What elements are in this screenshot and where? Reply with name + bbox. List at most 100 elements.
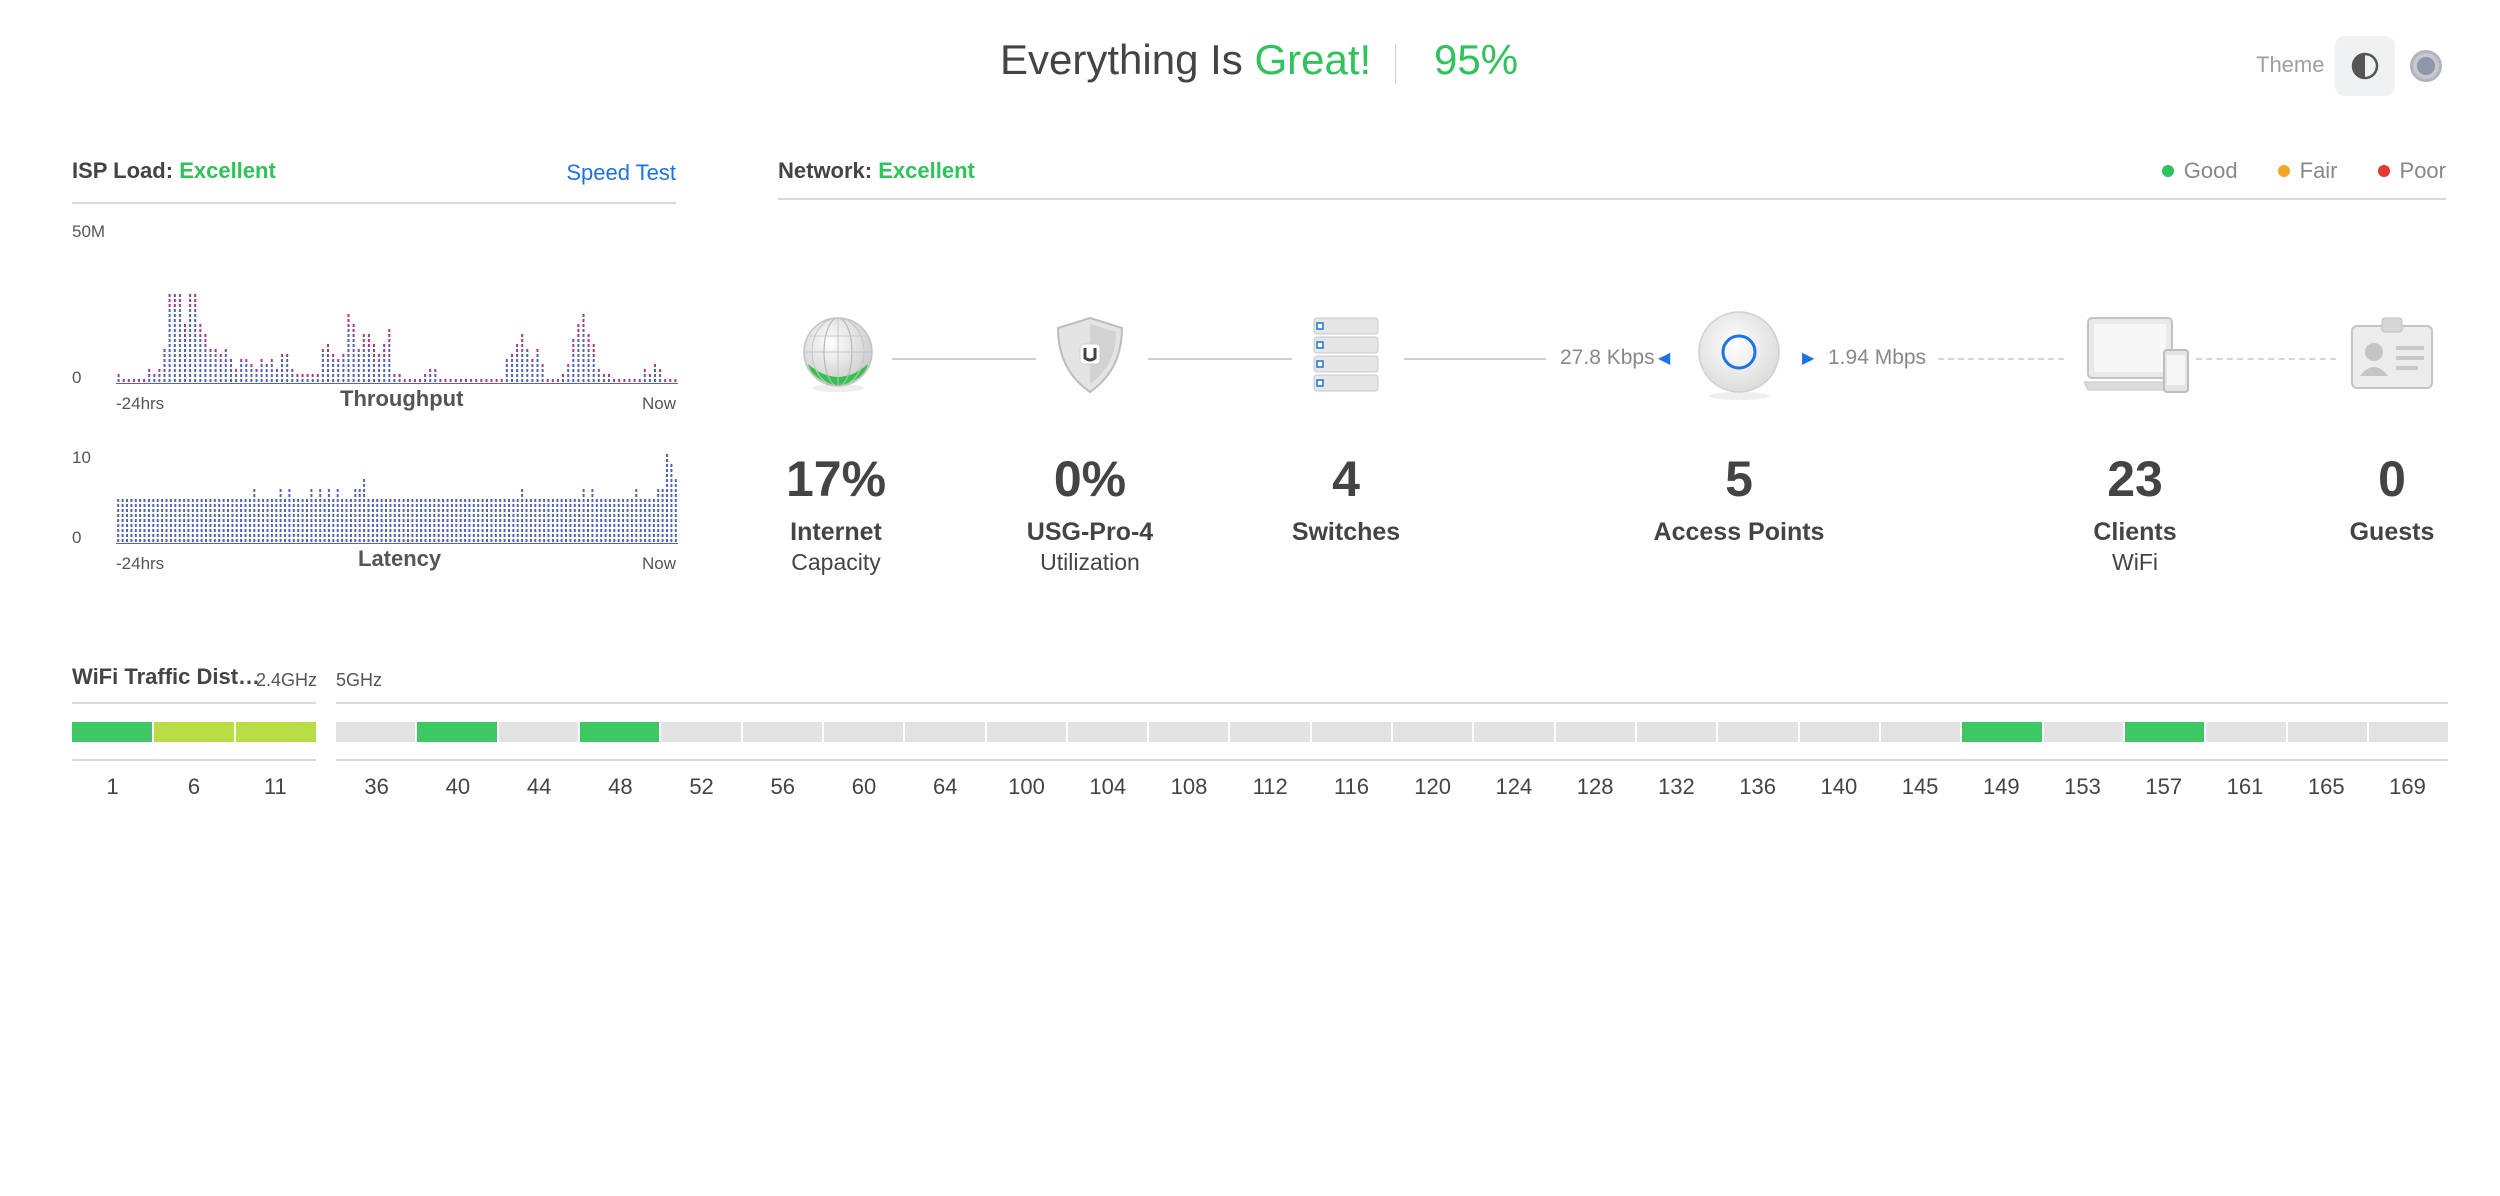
throughput-bar bbox=[245, 359, 248, 382]
channel-bar-5-104[interactable] bbox=[1067, 722, 1148, 742]
channel-bar-5-153[interactable] bbox=[2043, 722, 2123, 742]
channel-bar-24-11[interactable] bbox=[236, 722, 316, 742]
stat-clients-value: 23 bbox=[2107, 451, 2163, 507]
latency-bar bbox=[288, 489, 291, 542]
throughput-bar bbox=[413, 379, 416, 382]
globe-icon[interactable] bbox=[798, 314, 878, 394]
throughput-bar bbox=[398, 374, 401, 382]
latency-bar bbox=[345, 499, 348, 542]
channel-bar-5-161[interactable] bbox=[2206, 722, 2286, 742]
stat-guests-value: 0 bbox=[2378, 451, 2406, 507]
channel-label-5-60: 60 bbox=[851, 774, 877, 799]
channel-label-5-112: 112 bbox=[1252, 774, 1288, 799]
stat-clients[interactable]: 23 Clients WiFi bbox=[2015, 450, 2255, 576]
throughput-bar bbox=[613, 379, 616, 382]
latency-bar bbox=[512, 499, 515, 542]
link-ap-clients bbox=[1938, 358, 2064, 360]
stat-gateway[interactable]: 0% USG-Pro-4 Utilization bbox=[970, 450, 1210, 576]
channel-bar-5-56[interactable] bbox=[742, 722, 822, 742]
channel-label-5-161: 161 bbox=[2226, 774, 2264, 799]
channel-bar-5-108[interactable] bbox=[1149, 722, 1229, 742]
latency-bar bbox=[508, 499, 510, 542]
latency-bar bbox=[231, 499, 234, 542]
throughput-bar bbox=[623, 379, 626, 382]
latency-bar bbox=[604, 499, 607, 542]
latency-bar bbox=[213, 499, 216, 542]
channel-bar-5-44[interactable] bbox=[498, 722, 578, 742]
channel-label-5-116: 116 bbox=[1333, 774, 1369, 799]
guest-badge-icon[interactable] bbox=[2348, 316, 2436, 394]
latency-bar bbox=[521, 489, 524, 542]
switch-stack-icon[interactable] bbox=[1308, 316, 1384, 396]
channel-bar-5-140[interactable] bbox=[1799, 722, 1879, 742]
throughput-bar bbox=[567, 364, 570, 382]
throughput-bar bbox=[546, 379, 549, 382]
channel-bar-5-149[interactable] bbox=[1962, 722, 2042, 742]
access-point-icon[interactable] bbox=[1694, 310, 1784, 402]
latency-bar bbox=[117, 499, 120, 542]
latency-bar bbox=[169, 499, 172, 542]
channel-bar-5-60[interactable] bbox=[823, 722, 904, 742]
stat-access-points[interactable]: 5 Access Points bbox=[1619, 450, 1859, 547]
channel-bar-5-124[interactable] bbox=[1474, 722, 1554, 742]
channel-bar-5-145[interactable] bbox=[1880, 722, 1961, 742]
throughput-bar bbox=[485, 379, 488, 382]
channel-bar-5-40[interactable] bbox=[417, 722, 497, 742]
speed-test-link[interactable]: Speed Test bbox=[566, 160, 676, 185]
channel-bar-5-120[interactable] bbox=[1393, 722, 1473, 742]
stat-internet[interactable]: 17% Internet Capacity bbox=[716, 450, 956, 576]
latency-bar bbox=[126, 499, 128, 542]
contrast-icon bbox=[2351, 52, 2379, 80]
channel-bar-5-116[interactable] bbox=[1311, 722, 1392, 742]
channel-bar-5-52[interactable] bbox=[661, 722, 741, 742]
throughput-bar bbox=[357, 349, 360, 382]
ap-client-rate: 1.94 Mbps bbox=[1828, 346, 1927, 369]
stat-guests[interactable]: 0 Guests bbox=[2272, 450, 2500, 547]
throughput-bar bbox=[260, 359, 263, 382]
throughput-bar bbox=[403, 379, 406, 382]
stat-switches[interactable]: 4 Switches bbox=[1226, 450, 1466, 547]
latency-bar bbox=[595, 499, 598, 542]
channel-bar-5-100[interactable] bbox=[986, 722, 1066, 742]
channel-bar-5-169[interactable] bbox=[2368, 722, 2449, 742]
theme-toggle-button[interactable] bbox=[2335, 36, 2395, 96]
channel-bar-24-6[interactable] bbox=[154, 722, 234, 742]
channel-label-5-149: 149 bbox=[1982, 774, 2020, 799]
channel-label-5-157: 157 bbox=[2145, 774, 2183, 799]
channel-bar-5-36[interactable] bbox=[336, 722, 416, 742]
latency-bar bbox=[670, 464, 673, 542]
channel-bar-5-136[interactable] bbox=[1718, 722, 1798, 742]
latency-bar bbox=[393, 499, 396, 542]
throughput-bar bbox=[265, 364, 268, 382]
stat-clients-label: Clients bbox=[2093, 518, 2177, 546]
latency-bar bbox=[200, 499, 203, 542]
latency-bar bbox=[486, 499, 488, 542]
channel-bar-5-48[interactable] bbox=[579, 722, 660, 742]
shield-icon[interactable] bbox=[1052, 314, 1128, 396]
channel-bar-5-132[interactable] bbox=[1637, 722, 1717, 742]
latency-bar bbox=[310, 489, 313, 542]
channel-bar-5-64[interactable] bbox=[905, 722, 985, 742]
throughput-bar bbox=[454, 379, 457, 382]
channel-label-24-6: 6 bbox=[187, 774, 201, 799]
latency-bar bbox=[270, 499, 273, 542]
latency-bar bbox=[490, 499, 493, 542]
throughput-bar bbox=[291, 369, 294, 382]
throughput-bar bbox=[224, 349, 227, 382]
throughput-bar bbox=[408, 379, 411, 382]
channel-bar-24-1[interactable] bbox=[72, 722, 152, 742]
title-prefix: Everything Is bbox=[1000, 36, 1243, 83]
throughput-bar bbox=[470, 379, 473, 382]
throughput-bar bbox=[608, 374, 610, 382]
theme-color-dot[interactable] bbox=[2410, 50, 2442, 82]
throughput-bar bbox=[321, 349, 324, 382]
latency-bar bbox=[306, 499, 308, 542]
channel-bar-5-165[interactable] bbox=[2287, 722, 2367, 742]
channel-bar-5-112[interactable] bbox=[1230, 722, 1310, 742]
channel-bar-5-128[interactable] bbox=[1555, 722, 1635, 742]
channels-24-labels: 1 6 11 bbox=[72, 774, 316, 800]
latency-bar bbox=[178, 499, 181, 542]
channel-bar-5-157[interactable] bbox=[2124, 722, 2205, 742]
throughput-bar bbox=[444, 379, 447, 382]
devices-icon[interactable] bbox=[2084, 316, 2190, 396]
